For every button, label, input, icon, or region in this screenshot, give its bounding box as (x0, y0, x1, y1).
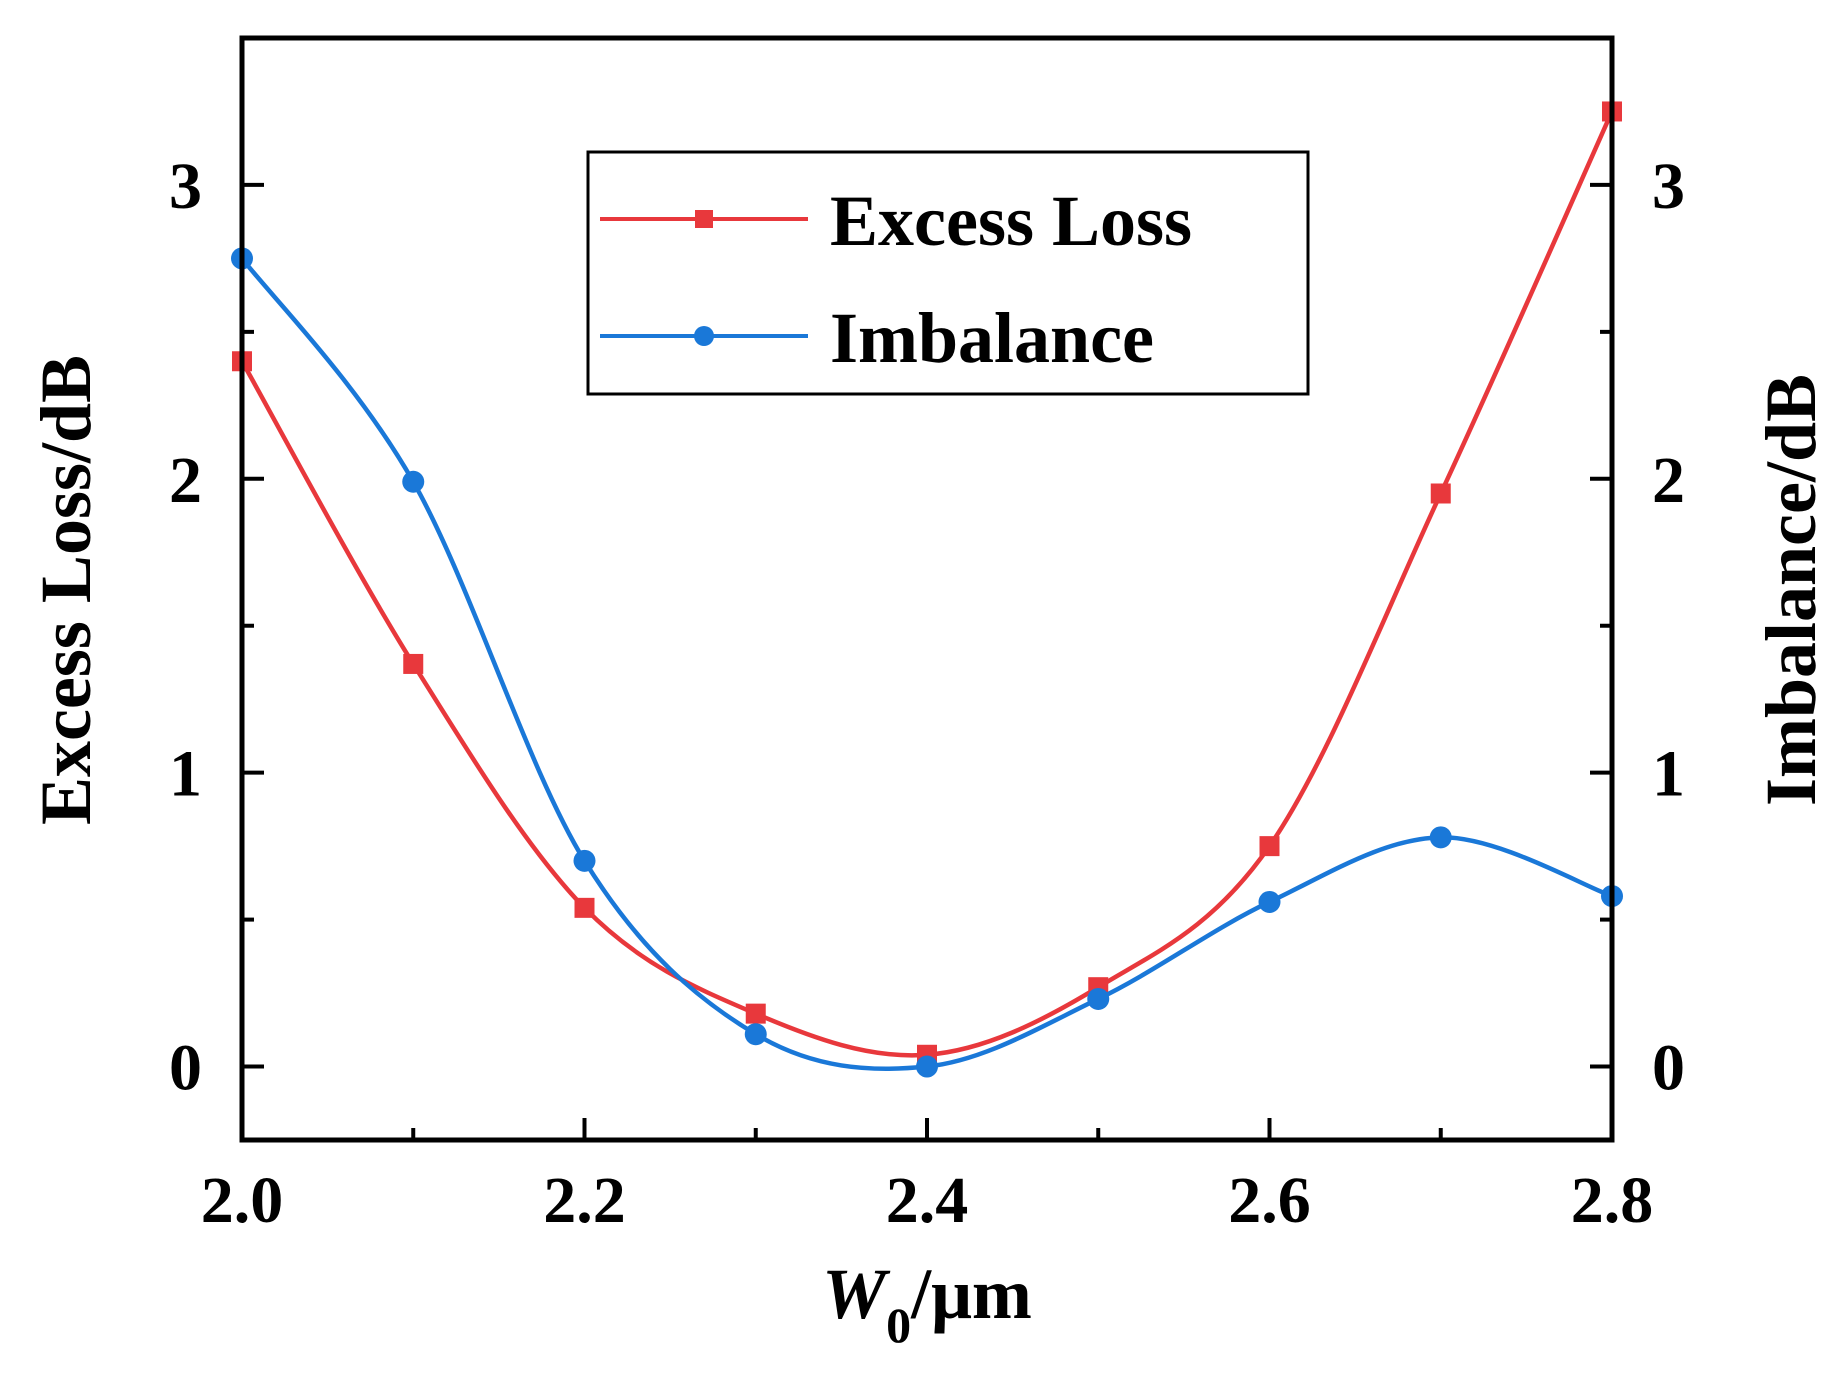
data-point-excess-loss (745, 1003, 766, 1024)
legend-label-excess-loss: Excess Loss (830, 181, 1192, 261)
x-tick-label: 2.6 (1228, 1164, 1311, 1237)
data-point-imbalance (1087, 987, 1110, 1010)
data-point-excess-loss (1430, 483, 1451, 504)
y-tick-label: 2 (169, 444, 202, 517)
y2-axis-title: Imbalance/dB (1751, 374, 1831, 806)
series-line-excess-loss (240, 110, 1615, 1058)
legend-box (586, 150, 1310, 396)
legend-label-imbalance: Imbalance (830, 298, 1154, 378)
y2-tick-label: 0 (1652, 1032, 1685, 1105)
series-line-imbalance (240, 257, 1613, 1072)
legend-marker-imbalance (694, 326, 714, 346)
x-tick-label: 2.4 (886, 1164, 969, 1237)
y-axis-title: Excess Loss/dB (26, 355, 106, 825)
plot-frame (239, 35, 1615, 1143)
data-point-imbalance (1258, 890, 1281, 913)
data-point-imbalance (402, 470, 425, 493)
data-point-excess-loss (1259, 836, 1280, 857)
data-point-excess-loss (574, 897, 595, 918)
legend-marker-excess-loss (695, 210, 713, 228)
y-tick-label: 0 (169, 1032, 202, 1105)
tick-labels: 2.0 2.2 2.4 2.6 2.8 0 1 2 3 0 1 2 3 (169, 150, 1685, 1237)
x-tick-label: 2.8 (1571, 1164, 1654, 1237)
x-axis-title-unit: /μm (910, 1254, 1032, 1334)
series-layer (231, 101, 1623, 1078)
x-tick-label: 2.0 (201, 1164, 284, 1237)
x-tick-label: 2.2 (543, 1164, 626, 1237)
data-point-excess-loss (403, 653, 424, 674)
data-point-imbalance (744, 1023, 767, 1046)
y2-tick-label: 1 (1652, 738, 1685, 811)
y-tick-label: 1 (169, 738, 202, 811)
data-point-imbalance (573, 849, 596, 872)
x-axis-title: W0/μm (822, 1254, 1032, 1353)
y-tick-label: 3 (169, 150, 202, 223)
x-axis-title-main: W (822, 1254, 891, 1334)
y2-tick-label: 3 (1652, 150, 1685, 223)
legend: Excess Loss Imbalance (586, 150, 1310, 396)
data-point-imbalance (1429, 826, 1452, 849)
x-axis-title-subscript: 0 (886, 1297, 911, 1353)
y2-tick-label: 2 (1652, 444, 1685, 517)
data-point-imbalance (916, 1055, 938, 1078)
